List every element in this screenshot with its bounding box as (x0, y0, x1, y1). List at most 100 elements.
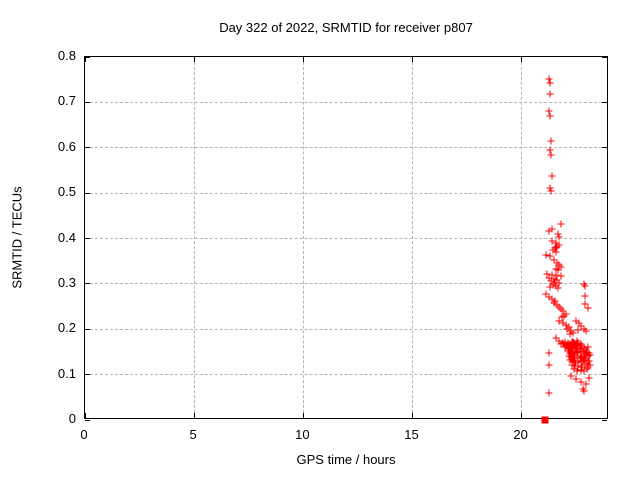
data-point (547, 187, 555, 195)
y-tick-left (85, 419, 90, 421)
data-point (552, 282, 560, 290)
data-point (572, 347, 580, 355)
y-tick-right (602, 328, 607, 330)
data-point (559, 339, 567, 347)
data-point (543, 270, 551, 278)
y-tick-right (602, 419, 607, 421)
data-point (569, 338, 577, 345)
data-point (577, 322, 585, 330)
data-point (577, 366, 585, 374)
y-tick-left (85, 101, 90, 103)
data-point (548, 295, 556, 303)
data-point (566, 340, 574, 348)
data-point (555, 233, 563, 241)
gridline-horizontal (85, 374, 607, 376)
data-point (584, 343, 592, 351)
x-tick-top (193, 57, 195, 62)
x-tick-label: 20 (513, 427, 528, 442)
data-point (545, 75, 553, 83)
data-point (547, 137, 555, 145)
data-point (579, 385, 587, 393)
gridline-vertical (412, 57, 413, 418)
data-point (549, 281, 557, 289)
data-point (555, 337, 563, 345)
gridline-horizontal (85, 238, 607, 239)
data-point (567, 327, 575, 335)
data-point (574, 339, 582, 347)
data-point (577, 358, 585, 366)
data-point (577, 340, 585, 348)
data-point (552, 265, 560, 273)
data-point (572, 341, 580, 349)
data-point (580, 387, 588, 395)
data-point (584, 352, 592, 360)
data-point (563, 325, 571, 333)
data-point (565, 323, 573, 331)
y-tick-label: 0 (68, 411, 76, 426)
data-point (574, 357, 582, 365)
y-tick-right (602, 56, 607, 58)
data-point (571, 343, 579, 351)
data-point (562, 342, 570, 350)
data-point (570, 357, 578, 365)
y-tick-label: 0.8 (57, 48, 76, 63)
data-point (559, 319, 567, 327)
gridline-horizontal (85, 192, 607, 194)
data-point (578, 353, 586, 361)
data-point-square (541, 416, 549, 424)
data-point (545, 389, 553, 397)
data-point (553, 301, 561, 309)
data-point (576, 354, 584, 362)
data-point (582, 380, 590, 388)
data-point (557, 272, 565, 280)
data-point (571, 362, 579, 370)
y-tick-left (85, 56, 90, 58)
data-point (581, 350, 589, 358)
data-point (568, 361, 576, 369)
data-point (559, 307, 567, 315)
x-tick-bottom (521, 413, 523, 418)
chart-title: Day 322 of 2022, SRMTID for receiver p80… (219, 20, 473, 35)
data-point (553, 259, 561, 267)
data-point (567, 353, 575, 361)
x-tick-top (521, 57, 523, 62)
data-point (579, 347, 587, 355)
data-point (585, 357, 593, 365)
data-point (566, 330, 574, 338)
data-point (546, 79, 554, 87)
data-point (550, 275, 558, 283)
data-point (550, 299, 558, 307)
y-tick-right (602, 374, 607, 376)
data-point (546, 184, 554, 192)
data-point (580, 352, 588, 360)
data-point (554, 284, 562, 291)
data-point (573, 367, 581, 375)
y-tick-left (85, 374, 90, 376)
y-tick-label: 0.1 (57, 365, 76, 381)
data-point (551, 279, 559, 286)
data-point (553, 276, 561, 284)
y-tick-right (602, 101, 607, 103)
data-point (562, 310, 570, 318)
data-point (585, 374, 593, 382)
x-tick-bottom (84, 413, 86, 418)
x-tick-label: 5 (189, 427, 197, 442)
data-point (564, 339, 572, 347)
data-point (577, 378, 585, 386)
data-point (580, 325, 588, 333)
data-point (581, 282, 589, 290)
y-tick-left (85, 238, 90, 239)
data-point (547, 151, 555, 159)
data-point (548, 237, 556, 245)
data-point (569, 329, 577, 337)
data-point (582, 346, 590, 354)
data-point (574, 362, 582, 370)
data-point (557, 220, 565, 228)
data-point (572, 359, 580, 367)
x-tick-label: 0 (80, 427, 88, 442)
data-point (575, 319, 583, 327)
y-tick-label: 0.2 (57, 320, 76, 336)
data-point (565, 352, 573, 360)
gridline-horizontal (85, 328, 607, 330)
gridline-horizontal (85, 101, 607, 103)
